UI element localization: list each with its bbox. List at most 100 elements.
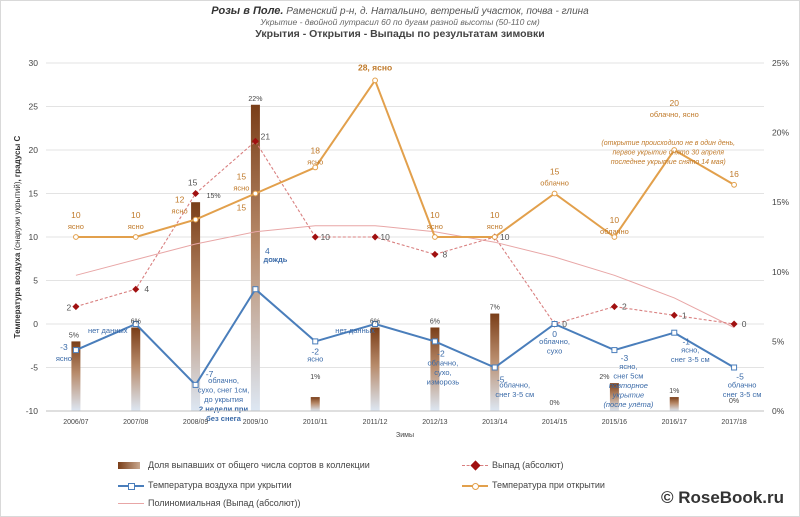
y-right-tick-label: 5% bbox=[772, 336, 785, 346]
cover-note-line: снег 3-5 см bbox=[671, 355, 710, 364]
cover-value-label: -3 bbox=[621, 353, 629, 363]
cover-note-line: изморозь bbox=[427, 377, 460, 386]
open-marker bbox=[491, 234, 498, 240]
cover-note-line: до укрытия bbox=[204, 395, 243, 404]
open-marker bbox=[671, 147, 678, 153]
bar-value-label: 5% bbox=[69, 332, 79, 339]
open-marker bbox=[192, 216, 199, 223]
y-axis-title-part: , градусы С bbox=[13, 135, 22, 181]
cover-marker bbox=[611, 347, 618, 354]
bar-value-label: 1% bbox=[669, 388, 679, 395]
loss-value-label: 2 bbox=[67, 303, 72, 313]
loss-marker bbox=[431, 250, 439, 258]
cover-marker bbox=[671, 329, 678, 336]
open-note-line: последнее укрытие снято 14 мая) bbox=[611, 158, 726, 166]
cover-note-line: ясно bbox=[307, 354, 323, 363]
cover-value-label: -2 bbox=[311, 346, 319, 356]
cover-note-line: ясно, bbox=[681, 346, 699, 355]
legend-label: Температура при открытии bbox=[492, 480, 605, 490]
loss-value-label: 10 bbox=[321, 232, 331, 242]
x-tick-label: 2009/10 bbox=[243, 419, 268, 426]
open-value-label: 12 bbox=[175, 195, 185, 205]
cover-marker bbox=[372, 321, 379, 327]
bar bbox=[430, 327, 440, 411]
open-marker bbox=[73, 234, 79, 240]
y-left-tick-label: 30 bbox=[29, 58, 39, 68]
loss-marker bbox=[610, 303, 618, 311]
loss-value-label: 21 bbox=[261, 131, 271, 141]
cover-marker bbox=[312, 338, 319, 345]
cover-marker bbox=[491, 364, 498, 371]
x-tick-label: 2011/12 bbox=[363, 419, 388, 426]
cover-note-line: облачно, bbox=[208, 376, 239, 385]
chart-header-title: Розы в Поле. Раменский р-н, д. Натальино… bbox=[211, 5, 589, 17]
bar bbox=[71, 341, 81, 411]
loss-value-label: 10 bbox=[500, 232, 510, 242]
loss-marker bbox=[132, 285, 140, 293]
open-value-label: 16 bbox=[729, 169, 739, 179]
bar-value-label: 15% bbox=[207, 193, 221, 200]
cover-value-label: 4 bbox=[265, 246, 270, 256]
legend-swatch bbox=[462, 460, 488, 471]
cover-note-line: снег 3-5 см bbox=[723, 390, 762, 399]
cover-value-label: -3 bbox=[60, 342, 68, 352]
x-tick-label: 2015/16 bbox=[602, 419, 627, 426]
open-note-line: первое укрытие снято 30 апреля bbox=[612, 150, 724, 157]
chart-title: Укрытия - Открытия - Выпады по результат… bbox=[255, 28, 545, 40]
open-weather-label: облачно bbox=[540, 179, 569, 188]
bar bbox=[310, 397, 320, 411]
bar-value-label: 6% bbox=[430, 318, 440, 325]
y-left-tick-label: -10 bbox=[26, 406, 39, 416]
loss-value-label: 10 bbox=[380, 232, 390, 242]
y-right-tick-label: 15% bbox=[772, 197, 789, 207]
x-tick-label: 2010/11 bbox=[303, 419, 328, 426]
open-weather-label: ясно bbox=[233, 184, 249, 193]
open-marker bbox=[252, 190, 259, 197]
open-weather-label: облачно bbox=[600, 227, 629, 236]
y-left-tick-label: 0 bbox=[33, 319, 38, 329]
legend-label: Температура воздуха при укрытии bbox=[148, 480, 292, 490]
x-tick-label: 2012/13 bbox=[422, 419, 447, 426]
bar bbox=[250, 104, 260, 411]
legend-swatch bbox=[118, 483, 144, 490]
y-left-tick-label: 5 bbox=[33, 276, 38, 286]
bar bbox=[370, 327, 380, 411]
loss-value-label: 15 bbox=[188, 178, 198, 188]
bar-value-label: 2% bbox=[599, 374, 609, 381]
open-value-label: 10 bbox=[430, 210, 440, 220]
chart-header-subtitle: Укрытие - двойной лутрасил 60 по дугам р… bbox=[260, 17, 540, 27]
watermark: © RoseBook.ru bbox=[656, 487, 788, 509]
cover-marker bbox=[132, 321, 139, 327]
open-value-label: 20 bbox=[670, 98, 680, 108]
loss-value-label: 0 bbox=[562, 319, 567, 329]
y-left-tick-label: 15 bbox=[29, 189, 39, 199]
cover-value-label: -7 bbox=[206, 369, 214, 379]
open-weather-label: ясно bbox=[68, 222, 84, 231]
bar-value-label: 6% bbox=[131, 318, 141, 325]
loss-marker bbox=[311, 233, 319, 241]
cover-note-line: ясно bbox=[56, 354, 72, 363]
open-extra-label: 15 bbox=[237, 203, 247, 213]
open-weather-label: ясно bbox=[172, 207, 188, 216]
open-note-line: (открытие происходило не в один день, bbox=[601, 139, 735, 147]
bar-value-label: 7% bbox=[490, 305, 500, 312]
y-right-tick-label: 0% bbox=[772, 406, 785, 416]
bar-value-label: 22% bbox=[248, 96, 262, 103]
cover-marker bbox=[431, 338, 438, 345]
open-value-label: 10 bbox=[610, 215, 620, 225]
y-right-tick-label: 25% bbox=[772, 58, 789, 68]
cover-note-line: дождь bbox=[263, 255, 287, 264]
legend-marker bbox=[470, 460, 481, 471]
bar-value-label: 6% bbox=[370, 318, 380, 325]
y-axis-title-part: Температура воздуха bbox=[13, 251, 22, 339]
open-weather-label: ясно bbox=[487, 222, 503, 231]
legend-label: Полиномиальная (Выпад (абсолют)) bbox=[148, 498, 301, 508]
open-line bbox=[75, 78, 735, 239]
cover-note-line: облачно, bbox=[428, 358, 459, 367]
loss-value-label: 0 bbox=[742, 319, 747, 329]
cover-value-label: -1 bbox=[682, 337, 690, 347]
bar bbox=[609, 383, 619, 411]
cover-value-label: -5 bbox=[736, 372, 744, 382]
y-left-tick-label: 20 bbox=[29, 145, 39, 155]
